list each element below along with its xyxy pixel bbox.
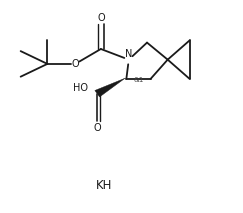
Text: O: O xyxy=(71,59,79,69)
Text: &1: &1 xyxy=(133,77,144,83)
Polygon shape xyxy=(95,78,125,97)
Text: O: O xyxy=(93,123,101,133)
Text: HO: HO xyxy=(73,83,88,93)
Text: KH: KH xyxy=(96,179,113,192)
Text: O: O xyxy=(97,13,105,23)
Text: N: N xyxy=(125,49,132,59)
